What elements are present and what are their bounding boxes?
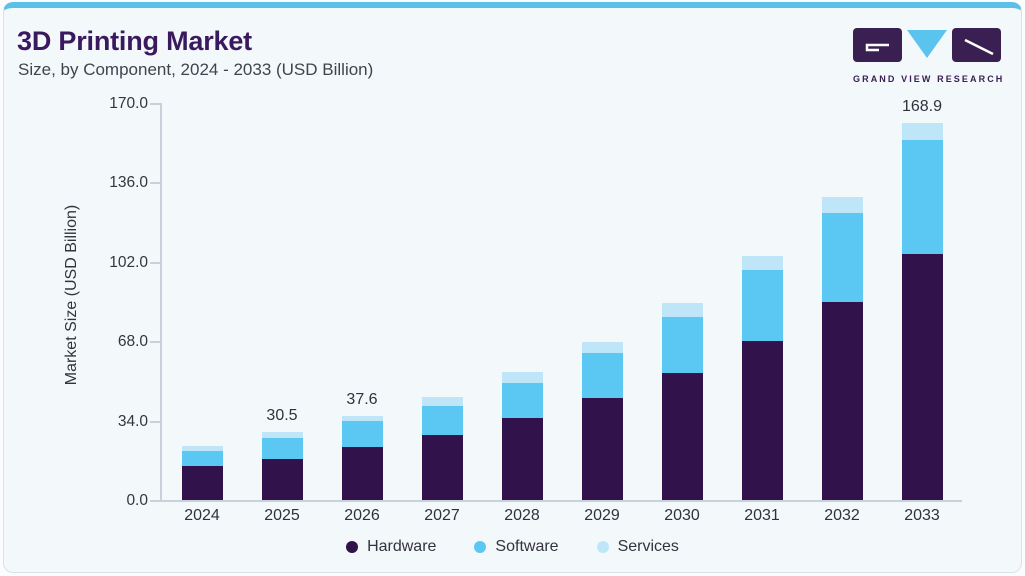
- bar-segment-2024-hardware: [181, 466, 223, 500]
- bar-segment-2026-services: [341, 416, 383, 422]
- bar-segment-2024-services: [181, 446, 223, 451]
- y-tick-136.0: [150, 182, 160, 185]
- page-subtitle: Size, by Component, 2024 - 2033 (USD Bil…: [18, 60, 374, 79]
- bar-segment-2028-hardware: [501, 418, 543, 500]
- x-axis-label-2025: 2025: [264, 507, 300, 524]
- y-tick-label-68.0: 68.0: [117, 333, 148, 351]
- bar-segment-2030-software: [661, 317, 703, 373]
- y-tick-label-0.0: 0.0: [126, 492, 148, 509]
- bar-segment-2027-hardware: [421, 435, 463, 500]
- gvr-logo-icon: [853, 28, 1001, 62]
- x-axis-label-2031: 2031: [744, 507, 780, 524]
- grand-view-research-logo: GRAND VIEW RESEARCH: [853, 28, 1005, 84]
- legend-dot-services-icon: [596, 541, 609, 553]
- x-axis-label-2027: 2027: [424, 507, 460, 524]
- legend-item-software: Software: [474, 538, 559, 556]
- y-tick-0.0: [150, 500, 160, 502]
- bar-segment-2031-software: [741, 270, 783, 342]
- bar-segment-2027-software: [421, 406, 463, 436]
- y-axis-title: Market Size (USD Billion): [63, 204, 80, 386]
- page-title: 3D Printing Market: [17, 26, 252, 56]
- bar-2027: [421, 397, 463, 500]
- legend-item-services: Services: [596, 538, 679, 556]
- x-axis-label-2033: 2033: [904, 507, 940, 524]
- chart-legend: Hardware Software Services: [0, 538, 1025, 556]
- bar-total-label-2026: 37.6: [346, 391, 378, 409]
- y-tick-34.0: [150, 420, 160, 423]
- bar-segment-2029-hardware: [581, 397, 623, 500]
- y-tick-label-136.0: 136.0: [109, 174, 148, 192]
- bar-segment-2033-services: [901, 123, 943, 140]
- bar-segment-2033-software: [901, 139, 943, 255]
- bar-segment-2025-hardware: [261, 459, 303, 500]
- bar-2024: [181, 446, 223, 500]
- bar-segment-2031-hardware: [741, 341, 783, 500]
- x-axis-label-2029: 2029: [584, 507, 620, 524]
- bar-segment-2029-services: [581, 341, 623, 353]
- bar-2025: [261, 431, 303, 500]
- bar-segment-2028-software: [501, 382, 543, 419]
- legend-label-hardware: Hardware: [367, 538, 437, 555]
- x-axis-label-2030: 2030: [664, 507, 700, 524]
- bar-2030: [661, 303, 703, 500]
- legend-label-software: Software: [495, 538, 559, 555]
- bar-segment-2026-software: [341, 421, 383, 448]
- bar-segment-2025-software: [261, 437, 303, 460]
- bar-segment-2030-services: [661, 303, 703, 318]
- bar-total-label-2025: 30.5: [266, 406, 298, 424]
- bar-segment-2032-services: [821, 196, 863, 213]
- y-tick-label-170.0: 170.0: [109, 95, 148, 112]
- legend-dot-hardware-icon: [346, 541, 359, 553]
- bar-segment-2032-software: [821, 212, 863, 303]
- x-axis-line: [160, 500, 962, 502]
- x-axis-label-2032: 2032: [824, 507, 860, 524]
- bar-segment-2026-hardware: [341, 447, 383, 500]
- legend-item-hardware: Hardware: [346, 538, 436, 556]
- y-axis-line: [160, 103, 162, 500]
- bar-segment-2032-hardware: [821, 302, 863, 500]
- x-axis-label-2024: 2024: [184, 507, 220, 524]
- legend-label-services: Services: [617, 538, 679, 555]
- bar-2032: [821, 196, 863, 500]
- x-axis-label-2028: 2028: [504, 507, 540, 524]
- bar-2028: [501, 372, 543, 500]
- bar-segment-2027-services: [421, 397, 463, 407]
- bar-segment-2033-hardware: [901, 254, 943, 500]
- x-axis-label-2026: 2026: [344, 507, 380, 524]
- bar-2031: [741, 255, 783, 500]
- bar-segment-2025-services: [261, 431, 303, 438]
- y-tick-102.0: [150, 261, 160, 264]
- bar-segment-2024-software: [181, 450, 223, 467]
- gvr-logo-text: GRAND VIEW RESEARCH: [853, 74, 1005, 84]
- y-tick-label-102.0: 102.0: [109, 253, 148, 271]
- y-tick-170.0: [150, 103, 160, 105]
- bar-segment-2028-services: [501, 372, 543, 383]
- bar-total-label-2033: 168.9: [901, 98, 943, 115]
- bar-segment-2029-software: [581, 352, 623, 398]
- bar-segment-2030-hardware: [661, 372, 703, 500]
- bar-2029: [581, 341, 623, 500]
- y-tick-label-34.0: 34.0: [117, 412, 148, 430]
- y-tick-68.0: [150, 341, 160, 344]
- bar-segment-2031-services: [741, 255, 783, 271]
- legend-dot-software-icon: [474, 541, 487, 553]
- bar-2033: [901, 123, 943, 500]
- bar-2026: [341, 416, 383, 500]
